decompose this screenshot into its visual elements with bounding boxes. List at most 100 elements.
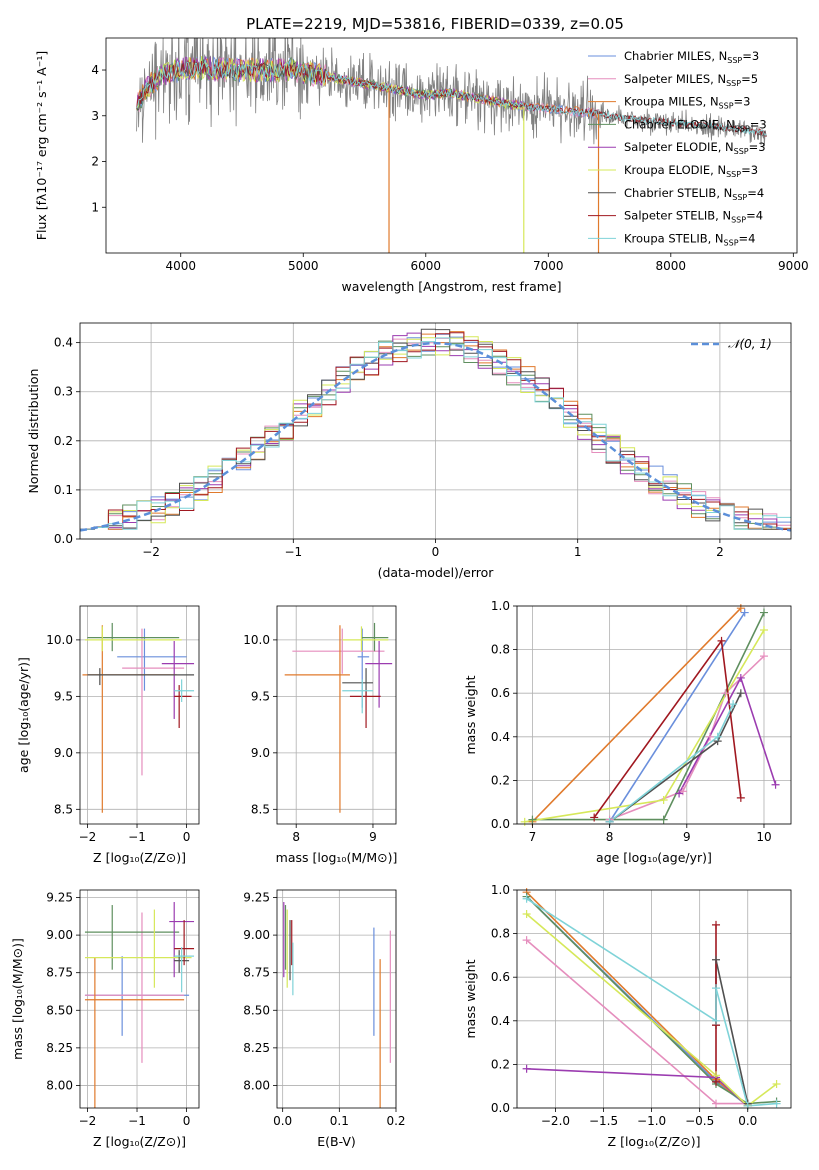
- x-tick-label: 9: [683, 830, 691, 844]
- histogram-step: [80, 337, 791, 530]
- y-tick-label: 8.50: [243, 1003, 270, 1017]
- axes-frame: [276, 605, 397, 825]
- x-tick-label: 1: [574, 545, 582, 559]
- y-axis-label: mass weight: [463, 675, 478, 754]
- y-axis-label: mass [log₁₀(M/M⊙)]: [10, 938, 25, 1060]
- y-tick-label: 0.8: [491, 643, 510, 657]
- model-line: [136, 59, 767, 137]
- y-tick-label: 0.0: [491, 817, 510, 831]
- y-tick-label: 10.0: [46, 633, 73, 647]
- series-marker: [736, 793, 745, 802]
- series-marker: [772, 1080, 781, 1089]
- y-axis-label: Flux [fλ10⁻¹⁷ erg cm⁻² s⁻¹ A⁻¹]: [34, 51, 49, 240]
- y-tick-label: 8.75: [243, 966, 270, 980]
- x-tick-label: 7000: [533, 259, 564, 273]
- y-tick-label: 9.0: [54, 746, 73, 760]
- x-axis-label: mass [log₁₀(M/M⊙)]: [276, 850, 398, 865]
- series-marker: [759, 608, 768, 617]
- y-tick-label: 8.75: [46, 966, 73, 980]
- series-marker: [675, 789, 684, 798]
- series-marker: [740, 608, 749, 617]
- series-marker: [522, 909, 531, 918]
- x-axis-label: (data-model)/error: [378, 565, 495, 580]
- x-tick-label: −1: [128, 830, 146, 844]
- series-marker: [678, 787, 687, 796]
- series-line: [526, 895, 777, 1105]
- y-tick-label: 9.25: [243, 891, 270, 905]
- x-tick-label: −0.5: [685, 1114, 714, 1128]
- x-tick-label: 10: [756, 830, 771, 844]
- y-tick-label: 8.25: [46, 1041, 73, 1055]
- panel-mass-vs-z: −2 −1 0 8.00 8.25 8.50 8.75 9.00 9.25 Z [log₁₀(Z/…: [10, 889, 200, 1149]
- y-tick-label: 3: [91, 109, 99, 123]
- y-tick-label: 0.2: [491, 773, 510, 787]
- series-line: [593, 638, 742, 818]
- x-tick-label: 6000: [410, 259, 441, 273]
- series-marker: [520, 817, 529, 826]
- y-tick-label: 8.5: [54, 802, 73, 816]
- x-axis-label: Z [log₁₀(Z/Z⊙)]: [93, 850, 186, 865]
- x-tick-label: 0.0: [273, 1114, 292, 1128]
- series-marker: [659, 815, 668, 824]
- plot-area: [80, 328, 791, 532]
- x-tick-label: 0: [183, 1114, 191, 1128]
- y-tick-label: 8.25: [243, 1041, 270, 1055]
- x-tick-label: 4000: [165, 259, 196, 273]
- panel-spectrum: 4000 5000 6000 7000 8000 9000 1 2 3 4 wavelength […: [34, 37, 809, 294]
- y-tick-label: 0.2: [491, 1057, 510, 1071]
- y-tick-label: 8.00: [243, 1078, 270, 1092]
- series-line: [531, 607, 742, 823]
- panel-age-vs-mass: 8 9 8.5 9.0 9.5 10.0 mass [log₁₀(M/M⊙)]: [243, 605, 398, 865]
- x-tick-label: −1: [128, 1114, 146, 1128]
- y-tick-label: 0.8: [491, 927, 510, 941]
- x-tick-label: 9000: [778, 259, 809, 273]
- axes-frame: [516, 889, 792, 1109]
- y-tick-label: 0.4: [54, 336, 73, 350]
- y-tick-label: 0.6: [491, 686, 510, 700]
- x-tick-label: 7: [529, 830, 537, 844]
- x-axis-label: Z [log₁₀(Z/Z⊙)]: [93, 1134, 186, 1149]
- series-marker: [772, 1099, 781, 1108]
- model-line: [136, 56, 524, 111]
- series-marker: [712, 1077, 721, 1086]
- y-tick-label: 0.2: [54, 434, 73, 448]
- plot-area: [84, 902, 195, 1108]
- x-tick-label: −1: [284, 545, 302, 559]
- x-axis-label: wavelength [Angstrom, rest frame]: [341, 279, 561, 294]
- legend-label: 𝒩(0, 1): [728, 337, 772, 351]
- x-tick-label: 8000: [656, 259, 687, 273]
- x-tick-label: 8: [606, 830, 614, 844]
- series-marker: [712, 1016, 721, 1025]
- y-tick-label: 8.5: [251, 802, 270, 816]
- x-tick-label: −1.5: [589, 1114, 618, 1128]
- y-tick-label: 8.50: [46, 1003, 73, 1017]
- y-tick-label: 9.5: [251, 689, 270, 703]
- plot-area: [82, 622, 195, 813]
- x-tick-label: 8: [292, 830, 300, 844]
- legend-label: Salpeter STELIB, NSSP=4: [624, 209, 763, 225]
- series-marker: [736, 673, 745, 682]
- plot-area: [136, 38, 767, 253]
- panel-histogram: −2 −1 0 1 2 0.0 0.1 0.2 0.3 0.4 (data-model)/error…: [26, 322, 792, 580]
- axes-frame: [516, 605, 792, 825]
- model-line: [136, 59, 767, 137]
- y-tick-label: 10.0: [243, 633, 270, 647]
- x-tick-label: 5000: [288, 259, 319, 273]
- y-tick-label: 1.0: [491, 883, 510, 897]
- plot-area: [524, 607, 777, 823]
- y-tick-label: 0.3: [54, 385, 73, 399]
- series-marker: [721, 689, 730, 698]
- y-tick-label: 1.0: [491, 599, 510, 613]
- series-marker: [736, 604, 745, 613]
- y-tick-label: 0.6: [491, 970, 510, 984]
- plot-area: [284, 622, 393, 813]
- y-tick-label: 4: [91, 63, 99, 77]
- panel-weight-vs-age: 7 8 9 10 0.0 0.2 0.4 0.6 0.8 1.0 age [log₁₀(age/yr…: [463, 599, 792, 865]
- x-tick-label: 0.2: [386, 1114, 405, 1128]
- gaussian-curve: [80, 341, 791, 532]
- series-line: [678, 675, 777, 794]
- legend-label: Kroupa STELIB, NSSP=4: [624, 231, 755, 247]
- y-tick-label: 9.00: [243, 928, 270, 942]
- x-tick-label: 0: [432, 545, 440, 559]
